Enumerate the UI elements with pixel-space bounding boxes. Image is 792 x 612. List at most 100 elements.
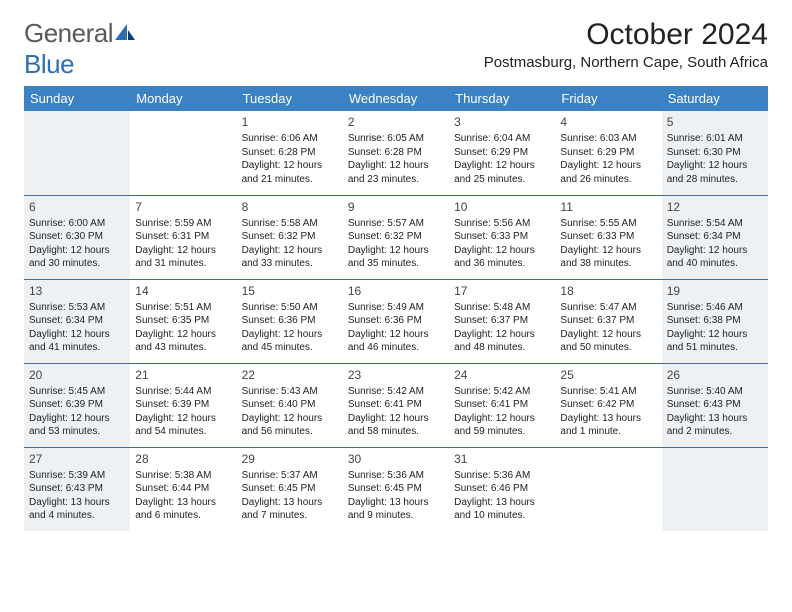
calendar-cell: 28Sunrise: 5:38 AMSunset: 6:44 PMDayligh…	[130, 447, 236, 531]
calendar-table: SundayMondayTuesdayWednesdayThursdayFrid…	[24, 86, 768, 531]
day-number: 15	[242, 283, 338, 299]
calendar-cell: 3 Sunrise: 6:04 AMSunset: 6:29 PMDaylight…	[449, 111, 555, 195]
day-details: Sunrise: 5:50 AMSunset: 6:36 PMDaylight:…	[242, 301, 338, 355]
day-details: Sunrise: 5:48 AMSunset: 6:37 PMDaylight:…	[454, 301, 550, 355]
day-details: Sunrise: 5:47 AMSunset: 6:37 PMDaylight:…	[560, 301, 656, 355]
calendar-cell	[130, 111, 236, 195]
day-details: Sunrise: 5:44 AMSunset: 6:39 PMDaylight:…	[135, 385, 231, 439]
calendar-week: 20Sunrise: 5:45 AMSunset: 6:39 PMDayligh…	[24, 363, 768, 447]
day-header: Sunday	[24, 86, 130, 111]
day-header: Monday	[130, 86, 236, 111]
calendar-cell: 16 Sunrise: 5:49 AMSunset: 6:36 PMDayligh…	[343, 279, 449, 363]
day-details: Sunrise: 5:36 AMSunset: 6:45 PMDaylight:…	[348, 469, 444, 523]
day-number: 17	[454, 283, 550, 299]
day-details: Sunrise: 5:51 AMSunset: 6:35 PMDaylight:…	[135, 301, 231, 355]
logo-word-general: General	[24, 18, 113, 48]
day-details: Sunrise: 5:55 AMSunset: 6:33 PMDaylight:…	[560, 217, 656, 271]
day-details: Sunrise: 6:03 AMSunset: 6:29 PMDaylight:…	[560, 132, 656, 186]
calendar-week: 6 Sunrise: 6:00 AMSunset: 6:30 PMDaylight…	[24, 195, 768, 279]
calendar-cell: 5Sunrise: 6:01 AMSunset: 6:30 PMDaylight…	[662, 111, 768, 195]
calendar-body: 1 Sunrise: 6:06 AMSunset: 6:28 PMDaylight…	[24, 111, 768, 531]
day-number: 4	[560, 114, 656, 130]
day-number: 16	[348, 283, 444, 299]
page-header: General Blue October 2024 Postmasburg, N…	[24, 18, 768, 80]
calendar-cell	[24, 111, 130, 195]
logo: General Blue	[24, 18, 137, 80]
day-number: 8	[242, 199, 338, 215]
day-header: Thursday	[449, 86, 555, 111]
calendar-cell: 20Sunrise: 5:45 AMSunset: 6:39 PMDayligh…	[24, 363, 130, 447]
logo-word-blue: Blue	[24, 49, 74, 79]
day-details: Sunrise: 5:59 AMSunset: 6:31 PMDaylight:…	[135, 217, 231, 271]
day-number: 31	[454, 451, 550, 467]
calendar-cell: 19 Sunrise: 5:46 AMSunset: 6:38 PMDayligh…	[662, 279, 768, 363]
calendar-cell: 7 Sunrise: 5:59 AMSunset: 6:31 PMDaylight…	[130, 195, 236, 279]
day-number: 3	[454, 114, 550, 130]
day-details: Sunrise: 5:43 AMSunset: 6:40 PMDaylight:…	[242, 385, 338, 439]
day-details: Sunrise: 6:00 AMSunset: 6:30 PMDaylight:…	[29, 217, 125, 271]
day-number: 7	[135, 199, 231, 215]
day-details: Sunrise: 5:49 AMSunset: 6:36 PMDaylight:…	[348, 301, 444, 355]
day-details: Sunrise: 5:40 AMSunset: 6:43 PMDaylight:…	[667, 385, 763, 439]
month-title: October 2024	[484, 18, 768, 52]
day-number: 2	[348, 114, 444, 130]
day-header: Wednesday	[343, 86, 449, 111]
day-details: Sunrise: 6:04 AMSunset: 6:29 PMDaylight:…	[454, 132, 550, 186]
calendar-cell: 12Sunrise: 5:54 AMSunset: 6:34 PMDayligh…	[662, 195, 768, 279]
day-number: 14	[135, 283, 231, 299]
day-number: 21	[135, 367, 231, 383]
calendar-cell: 11 Sunrise: 5:55 AMSunset: 6:33 PMDayligh…	[555, 195, 661, 279]
day-number: 11	[560, 199, 656, 215]
calendar-week: 27Sunrise: 5:39 AMSunset: 6:43 PMDayligh…	[24, 447, 768, 531]
day-number: 13	[29, 283, 125, 299]
calendar-cell: 18Sunrise: 5:47 AMSunset: 6:37 PMDayligh…	[555, 279, 661, 363]
day-details: Sunrise: 5:53 AMSunset: 6:34 PMDaylight:…	[29, 301, 125, 355]
calendar-cell: 14 Sunrise: 5:51 AMSunset: 6:35 PMDayligh…	[130, 279, 236, 363]
calendar-head: SundayMondayTuesdayWednesdayThursdayFrid…	[24, 86, 768, 111]
day-details: Sunrise: 5:41 AMSunset: 6:42 PMDaylight:…	[560, 385, 656, 439]
logo-text: General Blue	[24, 18, 137, 80]
day-details: Sunrise: 5:39 AMSunset: 6:43 PMDaylight:…	[29, 469, 125, 523]
calendar-cell: 13 Sunrise: 5:53 AMSunset: 6:34 PMDayligh…	[24, 279, 130, 363]
title-block: October 2024 Postmasburg, Northern Cape,…	[484, 18, 768, 71]
calendar-week: 13 Sunrise: 5:53 AMSunset: 6:34 PMDayligh…	[24, 279, 768, 363]
day-header: Tuesday	[237, 86, 343, 111]
calendar-cell: 25 Sunrise: 5:41 AMSunset: 6:42 PMDayligh…	[555, 363, 661, 447]
day-number: 24	[454, 367, 550, 383]
day-details: Sunrise: 6:01 AMSunset: 6:30 PMDaylight:…	[667, 132, 763, 186]
day-details: Sunrise: 5:42 AMSunset: 6:41 PMDaylight:…	[454, 385, 550, 439]
calendar-cell: 10Sunrise: 5:56 AMSunset: 6:33 PMDayligh…	[449, 195, 555, 279]
day-details: Sunrise: 5:46 AMSunset: 6:38 PMDaylight:…	[667, 301, 763, 355]
day-header: Saturday	[662, 86, 768, 111]
calendar-cell: 1 Sunrise: 6:06 AMSunset: 6:28 PMDaylight…	[237, 111, 343, 195]
day-details: Sunrise: 6:06 AMSunset: 6:28 PMDaylight:…	[242, 132, 338, 186]
day-number: 29	[242, 451, 338, 467]
calendar-week: 1 Sunrise: 6:06 AMSunset: 6:28 PMDaylight…	[24, 111, 768, 195]
day-number: 28	[135, 451, 231, 467]
location: Postmasburg, Northern Cape, South Africa	[484, 54, 768, 71]
day-number: 22	[242, 367, 338, 383]
sail-icon	[113, 22, 137, 42]
calendar-cell: 24 Sunrise: 5:42 AMSunset: 6:41 PMDayligh…	[449, 363, 555, 447]
calendar-cell: 15 Sunrise: 5:50 AMSunset: 6:36 PMDayligh…	[237, 279, 343, 363]
calendar-cell: 26 Sunrise: 5:40 AMSunset: 6:43 PMDayligh…	[662, 363, 768, 447]
day-number: 23	[348, 367, 444, 383]
calendar-cell: 21 Sunrise: 5:44 AMSunset: 6:39 PMDayligh…	[130, 363, 236, 447]
day-details: Sunrise: 6:05 AMSunset: 6:28 PMDaylight:…	[348, 132, 444, 186]
day-details: Sunrise: 5:58 AMSunset: 6:32 PMDaylight:…	[242, 217, 338, 271]
day-number: 25	[560, 367, 656, 383]
day-number: 30	[348, 451, 444, 467]
day-details: Sunrise: 5:57 AMSunset: 6:32 PMDaylight:…	[348, 217, 444, 271]
day-number: 9	[348, 199, 444, 215]
day-details: Sunrise: 5:36 AMSunset: 6:46 PMDaylight:…	[454, 469, 550, 523]
calendar-cell: 4 Sunrise: 6:03 AMSunset: 6:29 PMDaylight…	[555, 111, 661, 195]
day-number: 26	[667, 367, 763, 383]
calendar-cell	[555, 447, 661, 531]
day-number: 19	[667, 283, 763, 299]
day-number: 1	[242, 114, 338, 130]
calendar-cell: 27Sunrise: 5:39 AMSunset: 6:43 PMDayligh…	[24, 447, 130, 531]
calendar-cell: 8 Sunrise: 5:58 AMSunset: 6:32 PMDaylight…	[237, 195, 343, 279]
day-number: 10	[454, 199, 550, 215]
day-number: 6	[29, 199, 125, 215]
day-header: Friday	[555, 86, 661, 111]
